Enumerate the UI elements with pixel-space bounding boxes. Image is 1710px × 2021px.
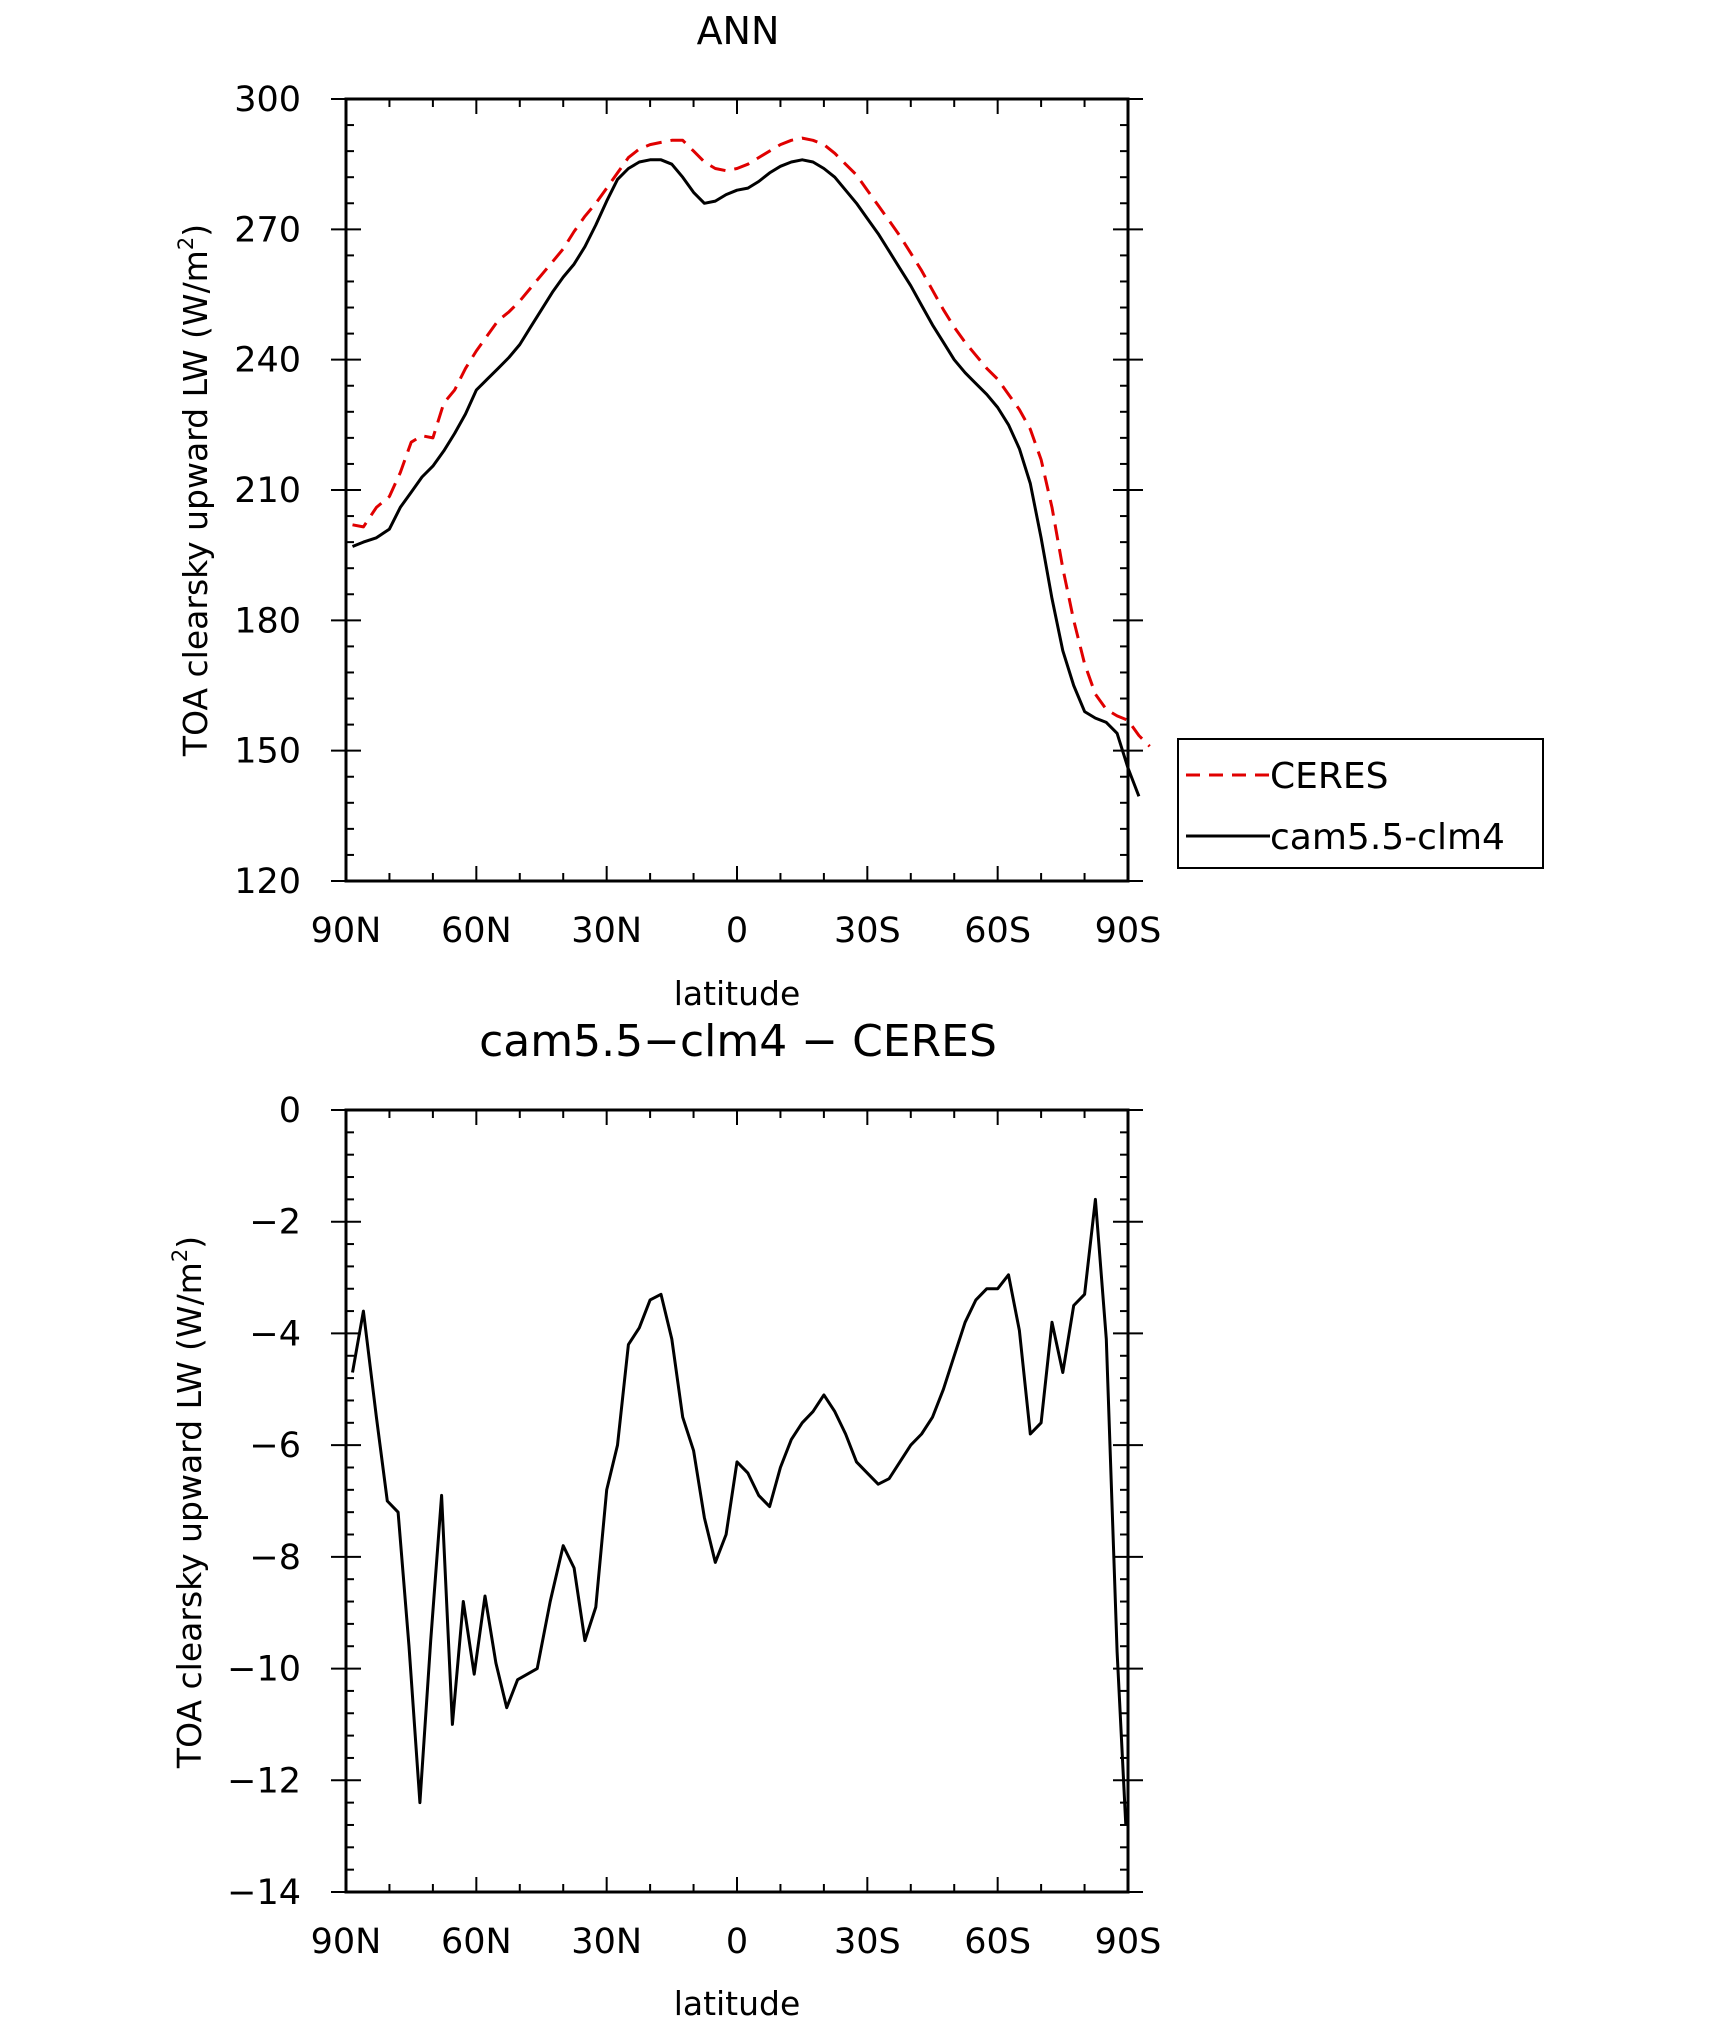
top-y-tick-label: 240 — [234, 341, 301, 381]
top-y-tick-label: 120 — [234, 862, 301, 902]
bottom-x-tick-label: 0 — [726, 1922, 748, 1962]
bottom-y-axis-label-sup: 2 — [168, 1249, 192, 1262]
bottom-x-tick-labels: 90N 60N 30N 0 30S 60S 90S — [311, 1922, 1162, 1962]
top-x-tick-label: 30N — [571, 911, 642, 951]
top-panel: ANN 90N 60N 30N 0 30S 60S 90S 120 150 180 210 240 2… — [174, 9, 1544, 1013]
top-title: ANN — [697, 9, 780, 53]
bottom-x-tick-label: 30N — [571, 1922, 642, 1962]
bottom-y-tick-label: −6 — [249, 1426, 301, 1466]
top-x-tick-label: 60N — [441, 911, 512, 951]
top-plot-frame — [344, 97, 1130, 883]
top-y-tick-label: 270 — [234, 210, 301, 250]
top-y-axis-label-sup: 2 — [174, 237, 198, 250]
bottom-title-obs: CERES — [852, 1016, 997, 1067]
bottom-panel: cam5.5−clm4 − CERES 90N 60N 30N 0 30S 60S 90S … — [168, 1016, 1161, 2021]
bottom-y-tick-label: −2 — [249, 1203, 301, 1243]
bottom-y-tick-label: −8 — [249, 1538, 301, 1578]
bottom-title-land: clm4 — [680, 1016, 787, 1067]
bottom-title-model: cam5.5 — [479, 1016, 643, 1067]
top-y-tick-label: 210 — [234, 471, 301, 511]
top-y-tick-label: 150 — [234, 732, 301, 772]
legend-box — [1177, 738, 1544, 869]
bottom-series-lines — [351, 1197, 1128, 1826]
top-x-tick-labels: 90N 60N 30N 0 30S 60S 90S — [311, 911, 1162, 951]
bottom-title: cam5.5−clm4 − CERES — [479, 1016, 997, 1067]
bottom-y-axis-label-main: TOA clearsky upward LW (W/m — [170, 1262, 209, 1769]
top-x-tick-label: 90N — [311, 911, 382, 951]
bottom-title-minus: − — [787, 1016, 852, 1067]
top-y-tick-label: 180 — [234, 601, 301, 641]
top-legend: CERES cam5.5-clm4 — [1177, 738, 1544, 869]
bottom-title-hyphen: − — [643, 1016, 680, 1067]
bottom-x-tick-label: 90S — [1095, 1922, 1162, 1962]
top-series-lines — [351, 136, 1151, 797]
top-x-tick-label: 0 — [726, 911, 748, 951]
bottom-x-tick-label: 90N — [311, 1922, 382, 1962]
top-x-tick-label: 30S — [834, 911, 901, 951]
bottom-plot-frame — [344, 1108, 1130, 1894]
bottom-y-tick-label: −12 — [227, 1761, 301, 1801]
bottom-x-tick-label: 60N — [441, 1922, 512, 1962]
bottom-series-line-difference — [351, 1197, 1128, 1826]
top-y-axis-label: TOA clearsky upward LW (W/m2) — [174, 224, 215, 757]
top-ticks — [331, 98, 1143, 882]
top-x-tick-label: 60S — [964, 911, 1031, 951]
bottom-y-tick-label: −14 — [227, 1873, 301, 1913]
bottom-y-tick-label: 0 — [279, 1091, 301, 1131]
bottom-y-axis-label: TOA clearsky upward LW (W/m2) — [168, 1236, 209, 1769]
bottom-y-tick-labels: 0 −2 −4 −6 −8 −10 −12 −14 — [227, 1091, 301, 1913]
bottom-x-axis-label: latitude — [674, 1984, 801, 2021]
bottom-y-axis-label-end: ) — [170, 1236, 209, 1249]
top-series-line-cam5-5-clm4 — [351, 158, 1141, 797]
bottom-x-tick-label: 30S — [834, 1922, 901, 1962]
top-y-axis-label-main: TOA clearsky upward LW (W/m — [176, 250, 215, 757]
bottom-y-tick-label: −10 — [227, 1650, 301, 1690]
bottom-y-tick-label: −4 — [249, 1314, 301, 1354]
legend-label-cam: cam5.5-clm4 — [1270, 817, 1505, 858]
legend-label-ceres: CERES — [1270, 756, 1389, 797]
top-x-tick-label: 90S — [1095, 911, 1162, 951]
bottom-x-tick-label: 60S — [964, 1922, 1031, 1962]
top-y-tick-labels: 120 150 180 210 240 270 300 — [234, 80, 301, 902]
top-y-axis-label-end: ) — [176, 224, 215, 237]
top-series-line-ceres — [352, 136, 1151, 748]
top-x-axis-label: latitude — [674, 974, 801, 1013]
top-y-tick-label: 300 — [234, 80, 301, 120]
bottom-ticks — [331, 1109, 1143, 1893]
